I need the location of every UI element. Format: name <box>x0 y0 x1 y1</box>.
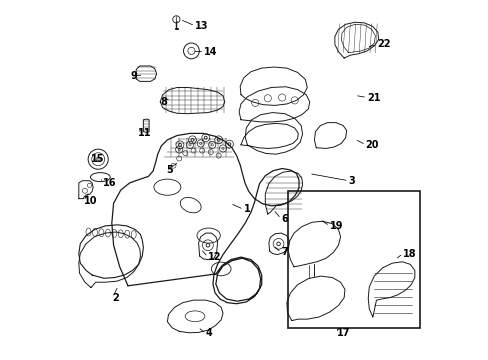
Text: 18: 18 <box>402 248 416 258</box>
Text: 4: 4 <box>205 328 212 338</box>
Circle shape <box>199 142 202 144</box>
Text: 22: 22 <box>376 40 390 49</box>
Text: 19: 19 <box>329 221 343 231</box>
Text: 11: 11 <box>137 129 151 138</box>
Circle shape <box>227 143 230 145</box>
Text: 14: 14 <box>204 46 217 57</box>
Text: 3: 3 <box>348 176 354 186</box>
Circle shape <box>222 147 224 149</box>
Text: 5: 5 <box>166 165 173 175</box>
Text: 7: 7 <box>281 247 287 257</box>
Text: 8: 8 <box>160 97 167 107</box>
Text: 13: 13 <box>195 21 208 31</box>
Circle shape <box>211 144 213 146</box>
Text: 10: 10 <box>83 196 97 206</box>
Text: 17: 17 <box>336 328 350 338</box>
Circle shape <box>206 243 209 247</box>
Text: 2: 2 <box>112 293 119 303</box>
Text: 20: 20 <box>365 140 378 150</box>
Circle shape <box>217 138 220 141</box>
Circle shape <box>188 144 191 146</box>
Circle shape <box>204 136 207 139</box>
Bar <box>287 191 419 328</box>
Circle shape <box>276 242 280 246</box>
Text: 12: 12 <box>207 252 221 262</box>
Text: 15: 15 <box>91 154 104 164</box>
Circle shape <box>178 148 180 150</box>
Text: 16: 16 <box>102 178 116 188</box>
Text: 6: 6 <box>281 214 287 224</box>
Text: 9: 9 <box>130 71 137 81</box>
Text: 21: 21 <box>366 93 380 103</box>
Circle shape <box>96 157 100 161</box>
Circle shape <box>178 143 181 146</box>
Circle shape <box>191 138 194 141</box>
Text: 1: 1 <box>244 204 250 215</box>
